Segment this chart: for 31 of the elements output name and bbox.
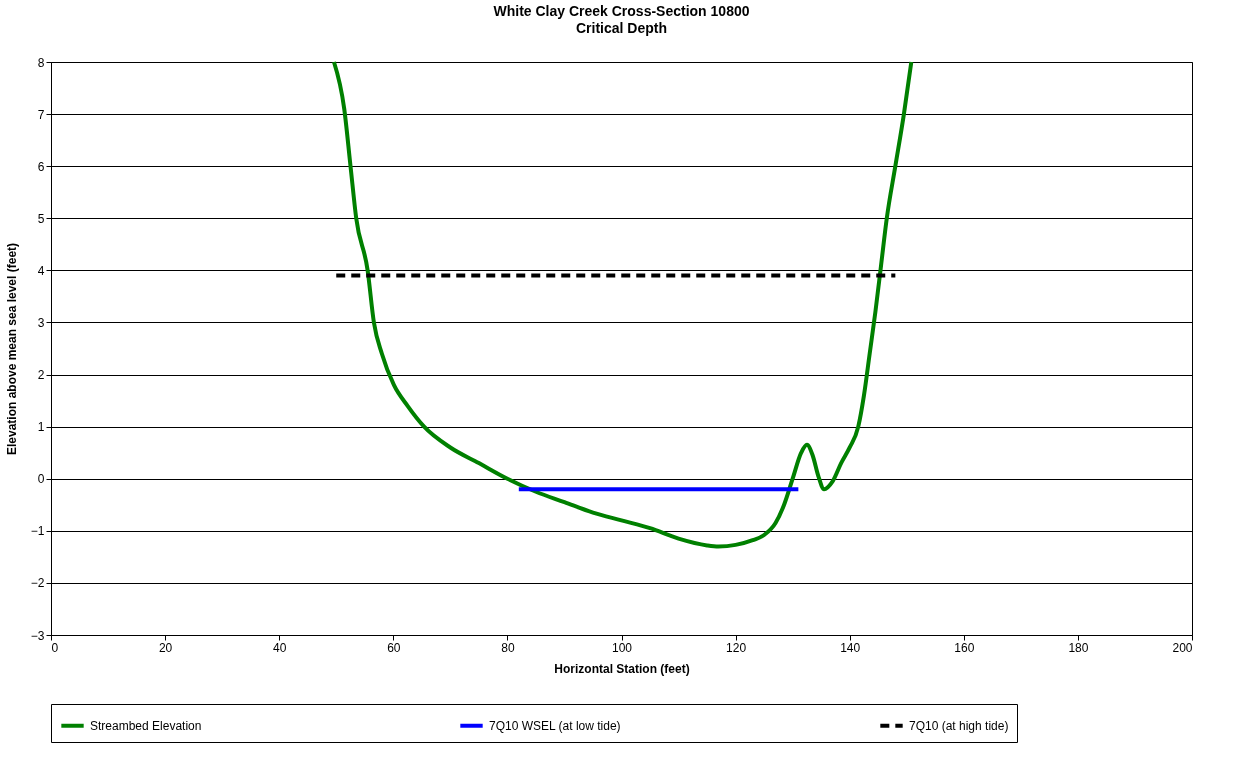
x-tick-label: 100 xyxy=(611,640,633,655)
x-tick-label: 0 xyxy=(51,640,59,655)
y-tick-label: 0 xyxy=(37,472,45,487)
y-tick-label: 7 xyxy=(37,107,45,122)
x-tick-label: 140 xyxy=(840,640,861,655)
legend-label: 7Q10 (at high tide) xyxy=(909,718,1009,733)
y-tick-label: −3 xyxy=(30,628,45,643)
y-tick-label: 2 xyxy=(37,368,45,383)
x-tick-label: 40 xyxy=(273,640,287,655)
x-tick-label: 120 xyxy=(726,640,747,655)
x-tick-label: 180 xyxy=(1068,640,1089,655)
x-tick-label: 20 xyxy=(158,640,173,655)
y-tick-label: 3 xyxy=(37,315,45,330)
y-tick-label: −1 xyxy=(30,524,45,539)
y-axis-title: Elevation above mean sea level (feet) xyxy=(4,242,19,456)
line-series xyxy=(331,60,914,549)
y-tick-label: −2 xyxy=(30,576,45,591)
y-tick-label: 5 xyxy=(37,211,45,226)
y-tick-label: 1 xyxy=(37,420,45,435)
chart-title: White Clay Creek Cross-Section 10800 xyxy=(493,3,750,19)
legend-label: 7Q10 WSEL (at low tide) xyxy=(489,718,621,733)
y-tick-label: 8 xyxy=(37,55,45,70)
x-tick-label: 160 xyxy=(954,640,975,655)
x-axis-title: Horizontal Station (feet) xyxy=(554,661,690,676)
y-tick-label: 6 xyxy=(37,159,45,174)
chart-subtitle: Critical Depth xyxy=(575,20,668,36)
y-tick-label: 4 xyxy=(37,263,45,278)
x-tick-label: 60 xyxy=(387,640,401,655)
legend-label: Streambed Elevation xyxy=(90,718,202,733)
x-tick-label: 200 xyxy=(1172,640,1193,655)
x-tick-label: 80 xyxy=(501,640,515,655)
